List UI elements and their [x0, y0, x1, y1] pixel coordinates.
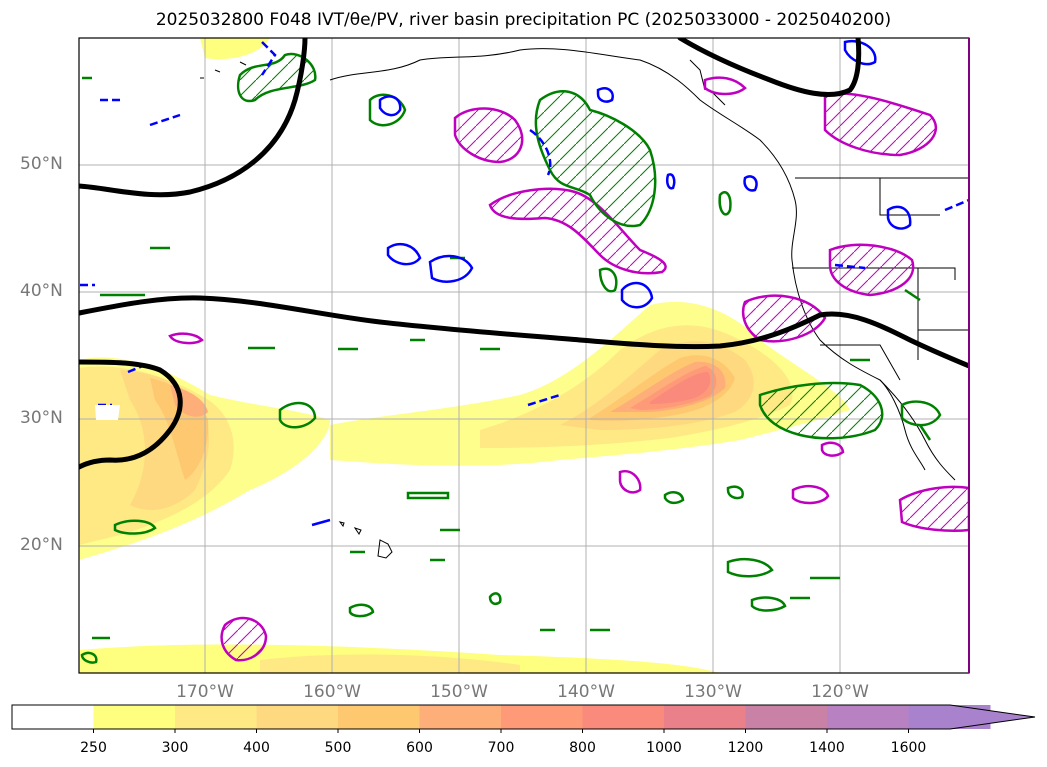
precip-contours: [168, 76, 969, 662]
colorbar-segment: [745, 705, 828, 729]
colorbar: [11, 704, 1036, 733]
colorbar-label: 1600: [890, 740, 927, 756]
colorbar-segment: [664, 705, 746, 729]
colorbar-segment: [419, 705, 502, 729]
colorbar-label: 400: [243, 740, 270, 756]
ivt-shading-east: [330, 301, 850, 466]
green-contours: [80, 52, 942, 664]
colorbar-label: 500: [324, 740, 352, 756]
coastlines: [200, 48, 969, 559]
colorbar-label: 600: [406, 740, 433, 756]
colorbar-label: 700: [487, 740, 515, 756]
lat-label-30n: 30°N: [20, 408, 63, 428]
lat-label-20n: 20°N: [20, 535, 63, 555]
map-background: [79, 38, 969, 673]
lon-label-120w: 120°W: [811, 682, 869, 702]
colorbar-segment: [256, 705, 339, 729]
lat-label-40n: 40°N: [20, 281, 63, 301]
colorbar-label: 300: [161, 740, 189, 756]
colorbar-outline: [11, 704, 1036, 730]
colorbar-label: 800: [569, 740, 596, 756]
colorbar-label: 1200: [727, 740, 764, 756]
lon-label-160w: 160°W: [303, 682, 361, 702]
colorbar-label: 1400: [809, 740, 845, 756]
colorbar-segment: [827, 705, 909, 729]
colorbar-segment: [93, 705, 176, 729]
colorbar-segment: [12, 705, 94, 729]
colorbar-extend-arrow: [908, 705, 1035, 729]
lat-label-50n: 50°N: [20, 154, 63, 174]
colorbar-segment: [582, 705, 665, 729]
map-title: 2025032800 F048 IVT/θe/PV, river basin p…: [155, 10, 892, 30]
colorbar-segment: [338, 705, 420, 729]
colorbar-segment: [175, 705, 257, 729]
lon-label-130w: 130°W: [684, 682, 742, 702]
colorbar-label: 250: [80, 740, 107, 756]
lon-label-140w: 140°W: [557, 682, 615, 702]
lon-label-170w: 170°W: [176, 682, 234, 702]
lon-label-150w: 150°W: [430, 682, 488, 702]
pv-contours: [79, 38, 969, 470]
ivt-shading-north: [200, 38, 270, 60]
map-panel: [79, 38, 969, 673]
colorbar-label: 1000: [646, 740, 682, 756]
colorbar-segment: [501, 705, 583, 729]
